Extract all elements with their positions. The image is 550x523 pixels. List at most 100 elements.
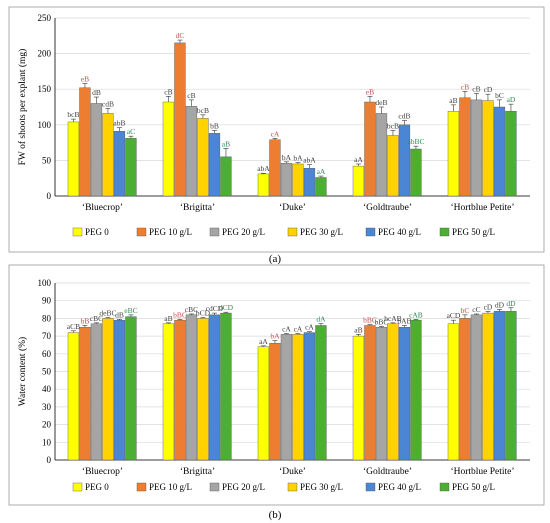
chart-a: 0 50 100 150 200 250 FW of shoots per explant … [17,13,530,237]
legend-swatch [72,227,83,237]
bar [280,334,293,461]
data-label: aCB [67,322,80,331]
bar [315,325,327,461]
data-label: abB [113,119,125,128]
data-label: bBC [173,310,187,319]
data-label: cAB [409,310,423,319]
data-label: bA [282,153,292,162]
bar [257,346,270,461]
bar [185,106,198,197]
legend-swatch [287,227,298,237]
bar [208,314,221,461]
legend-entry: PEG 30 g/L [300,482,343,492]
bar [269,342,281,461]
legend-swatch [72,482,83,492]
bar [162,323,175,461]
data-label: cB [164,87,172,96]
legend-swatch [209,227,220,237]
bar [364,325,376,461]
bar [113,319,126,461]
data-label: cA [271,129,280,138]
x-tick-label: ‘Duke’ [279,203,306,213]
data-label: aB [222,139,230,148]
data-label: cC [472,305,480,314]
data-label: bA [293,154,303,163]
bar [482,312,494,461]
bar [459,318,471,461]
data-label: cdB [102,99,114,108]
data-label: aA [354,155,363,164]
bar [459,97,471,197]
bar [505,311,517,461]
data-label: cB [187,91,195,100]
data-label: cA [294,324,303,333]
y-tick-label: 80 [42,313,52,323]
data-label: cdB [398,112,410,121]
y-axis-label: Water content (%) [17,337,28,406]
legend-entry: PEG 10 g/L [149,482,192,492]
y-axis-label: FW of shoots per explant (mg) [17,49,28,166]
bar [79,327,91,461]
data-label: aA [259,337,268,346]
bar [125,138,137,197]
bar [352,335,365,461]
data-label: dD [506,299,516,308]
bar [493,311,506,461]
data-label: deB [375,98,387,107]
legend-entry: PEG 40 g/L [378,227,421,237]
x-tick-label: ‘Hortblue Petite’ [450,203,514,213]
bar [387,135,399,197]
data-label: aC [127,127,135,136]
legend-entry: PEG 50 g/L [452,482,495,492]
data-label: aCD [447,311,461,320]
data-label: cBC [90,314,103,323]
data-label: bB [210,121,219,130]
bar [292,163,304,197]
legend-swatch [439,227,450,237]
bar [470,314,483,461]
data-label: deBC [99,309,116,318]
bar [398,327,411,461]
bar [174,42,186,197]
bar [410,148,422,197]
bar [102,113,114,197]
legend-swatch [136,227,147,237]
data-label: eB [366,87,374,96]
data-label: cBC [185,305,198,314]
legend-entry: PEG 20 g/L [222,482,265,492]
data-label: cD [484,302,493,311]
y-tick-label: 0 [47,191,52,201]
bar [125,316,137,461]
data-label: abA [257,164,270,173]
x-tick-label: ‘Hortblue Petite’ [450,467,514,477]
legend-swatch [439,482,450,492]
data-label: bBC [363,316,377,325]
y-tick-label: 60 [42,349,52,359]
chart-b-frame [8,264,545,506]
data-label: dD [495,301,505,310]
y-tick-label: 70 [42,331,52,341]
y-tick-label: 30 [42,402,52,412]
legend-swatch [209,482,220,492]
bar [482,100,494,197]
bar [280,163,293,197]
legend-swatch [287,482,298,492]
bar [375,113,388,197]
x-tick-label: ‘Duke’ [279,467,306,477]
chart-b-panel-label: (b) [269,509,282,521]
chart-a-frame [8,6,545,253]
y-tick-label: 10 [42,437,52,447]
bar [174,319,186,461]
legend-entry: PEG 20 g/L [222,227,265,237]
data-label: bC [461,306,470,315]
bar [79,87,91,197]
y-tick-label: 40 [42,384,52,394]
legend-entry: PEG 0 [85,227,109,237]
bar [398,124,411,197]
data-label: bAB [397,316,411,325]
data-label: aB [449,96,457,105]
data-label: abA [303,156,316,165]
bar [303,332,316,461]
data-label: eBC [124,306,137,315]
data-label: bcB [387,121,399,130]
